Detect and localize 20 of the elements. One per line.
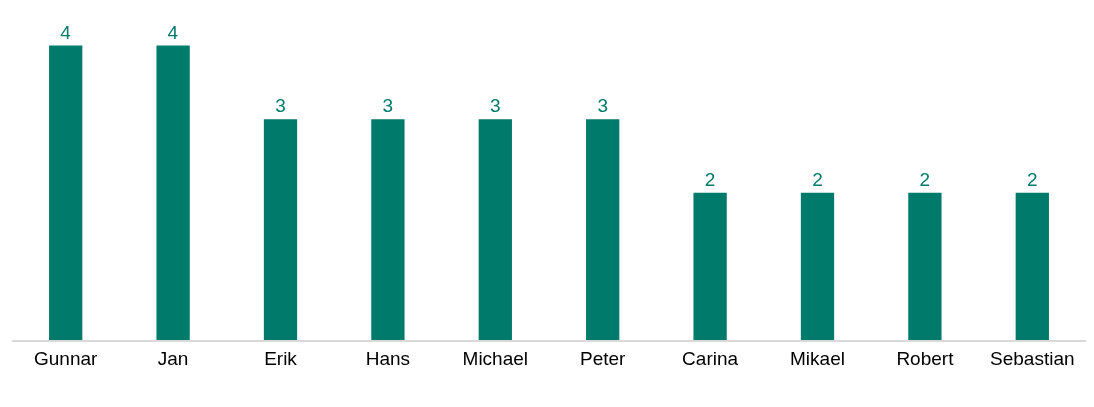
data-label: 2 [812, 168, 823, 190]
x-tick-label: Gunnar [34, 347, 99, 369]
data-label: 2 [704, 168, 716, 190]
x-tick-label: Michael [462, 347, 529, 369]
data-label: 2 [1027, 168, 1038, 190]
x-tick-label: Carina [682, 347, 739, 369]
data-label: 2 [919, 168, 931, 190]
data-label: 4 [60, 21, 72, 43]
data-label: 3 [597, 95, 608, 117]
x-tick-label: Mikael [790, 347, 845, 369]
x-tick-label: Sebastian [990, 347, 1075, 369]
data-label: 3 [490, 95, 501, 117]
data-label: 3 [382, 95, 394, 117]
data-label: 3 [275, 95, 286, 117]
data-label: 4 [167, 21, 179, 43]
x-tick-label: Erik [264, 347, 298, 369]
x-tick-label: Jan [157, 347, 189, 369]
x-tick-label: Hans [365, 347, 411, 369]
x-tick-label: Robert [896, 347, 955, 369]
x-tick-label: Peter [579, 347, 627, 369]
